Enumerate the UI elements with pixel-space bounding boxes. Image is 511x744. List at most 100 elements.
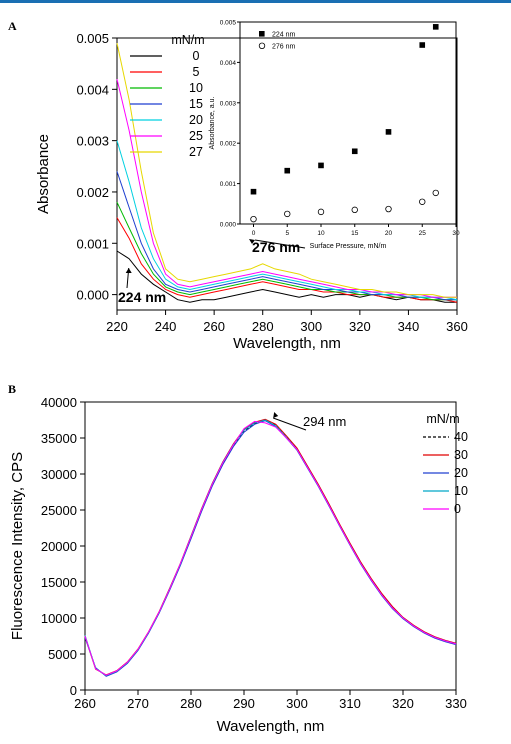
legend-label-b-30: 30 bbox=[454, 448, 468, 462]
y-tick-label-b: 5000 bbox=[48, 647, 77, 662]
x-tick-label-b: 320 bbox=[392, 696, 414, 711]
inset-y-tick-label: 0.005 bbox=[220, 20, 237, 27]
inset-point-276nm bbox=[284, 210, 291, 218]
inset-point-276nm bbox=[250, 215, 257, 223]
series-line-27 bbox=[116, 42, 457, 298]
inset-x-tick-label: 30 bbox=[452, 230, 460, 237]
x-tick-label-a: 280 bbox=[252, 319, 274, 334]
inset-legend-marker-276nm bbox=[258, 42, 266, 49]
inset-point-224nm bbox=[250, 188, 257, 195]
legend-label-20: 20 bbox=[189, 113, 203, 127]
x-tick-label-b: 280 bbox=[180, 696, 202, 711]
annotation-arrowhead-294 bbox=[273, 412, 279, 418]
inset-y-tick-label: 0.000 bbox=[220, 222, 237, 229]
series-line-b-10 bbox=[84, 419, 457, 677]
inset-x-tick-label: 20 bbox=[385, 230, 393, 237]
x-tick-label-b: 310 bbox=[339, 696, 361, 711]
inset-frame bbox=[239, 21, 457, 225]
x-tick-label-a: 220 bbox=[106, 319, 128, 334]
x-tick-label-b: 270 bbox=[127, 696, 149, 711]
inset-point-276nm bbox=[432, 189, 439, 197]
y-tick-label-a: 0.005 bbox=[76, 31, 109, 46]
inset-x-tick-label: 10 bbox=[317, 230, 325, 237]
series-line-0 bbox=[116, 250, 457, 303]
series-line-25 bbox=[116, 78, 457, 298]
x-tick-label-b: 330 bbox=[445, 696, 467, 711]
x-tick-label-a: 320 bbox=[349, 319, 371, 334]
legend-label-15: 15 bbox=[189, 97, 203, 111]
annotation-arrowhead-276 bbox=[249, 239, 255, 244]
legend-title-b: mN/m bbox=[426, 412, 459, 426]
inset-y-tick-label: 0.003 bbox=[220, 100, 237, 107]
series-line-b-40 bbox=[84, 419, 457, 677]
legend-label-b-20: 20 bbox=[454, 466, 468, 480]
annotation-arrow-294 bbox=[273, 417, 307, 431]
x-tick-label-a: 340 bbox=[398, 319, 420, 334]
y-axis-label-b: Fluorescence Intensity, CPS bbox=[9, 452, 26, 640]
legend-label-5: 5 bbox=[193, 65, 200, 79]
inset-x-tick-label: 15 bbox=[351, 230, 359, 237]
panel-letter-b: B bbox=[8, 382, 16, 396]
y-tick-label-b: 20000 bbox=[41, 539, 77, 554]
y-axis-label-a: Absorbance bbox=[35, 134, 52, 214]
legend-label-10: 10 bbox=[189, 81, 203, 95]
y-tick-label-a: 0.000 bbox=[76, 288, 109, 303]
x-tick-label-b: 260 bbox=[74, 696, 96, 711]
inset-legend-marker-224nm bbox=[259, 31, 265, 37]
inset-x-tick-label: 5 bbox=[285, 230, 289, 237]
y-tick-label-a: 0.004 bbox=[76, 82, 109, 97]
legend-label-b-0: 0 bbox=[454, 502, 461, 516]
inset-point-224nm bbox=[318, 162, 324, 169]
header-rule bbox=[0, 0, 511, 3]
inset-point-224nm bbox=[419, 42, 426, 48]
inset-point-224nm bbox=[385, 129, 392, 135]
x-tick-label-a: 260 bbox=[203, 319, 225, 334]
inset-y-tick-label: 0.002 bbox=[220, 141, 237, 148]
x-tick-label-b: 290 bbox=[233, 696, 255, 711]
x-tick-label-a: 240 bbox=[155, 319, 177, 334]
y-tick-label-a: 0.002 bbox=[76, 185, 109, 200]
series-line-10 bbox=[116, 201, 457, 301]
y-tick-label-b: 0 bbox=[70, 683, 77, 698]
series-line-b-0 bbox=[84, 420, 457, 676]
inset-y-tick-label: 0.001 bbox=[220, 181, 237, 188]
x-axis-label-b: Wavelength, nm bbox=[217, 718, 325, 735]
inset-y-axis-label: Absorbance, a.u. bbox=[209, 96, 216, 149]
x-tick-label-a: 360 bbox=[446, 319, 468, 334]
x-axis-label-a: Wavelength, nm bbox=[233, 335, 341, 352]
inset-point-276nm bbox=[351, 206, 358, 214]
inset-x-tick-label: 0 bbox=[252, 230, 256, 237]
legend-label-b-40: 40 bbox=[454, 430, 468, 444]
inset-x-tick-label: 25 bbox=[419, 230, 427, 237]
series-line-15 bbox=[116, 171, 457, 301]
series-line-b-30 bbox=[84, 418, 457, 676]
annotation-276nm: 276 nm bbox=[252, 239, 300, 255]
plot-frame-a bbox=[116, 37, 458, 311]
y-tick-label-b: 25000 bbox=[41, 503, 77, 518]
y-tick-label-b: 10000 bbox=[41, 611, 77, 626]
inset-y-tick-label: 0.004 bbox=[220, 60, 237, 67]
legend-label-0: 0 bbox=[193, 49, 200, 63]
annotation-arrow-276 bbox=[254, 239, 306, 249]
annotation-224nm: 224 nm bbox=[118, 289, 166, 305]
x-tick-label-b: 300 bbox=[286, 696, 308, 711]
annotation-294nm: 294 nm bbox=[303, 414, 346, 429]
panel-letter-a: A bbox=[8, 19, 17, 33]
x-tick-label-a: 300 bbox=[300, 319, 322, 334]
inset-legend-label: 224 nm bbox=[272, 32, 296, 39]
legend-label-27: 27 bbox=[189, 145, 203, 159]
legend-label-b-10: 10 bbox=[454, 484, 468, 498]
series-line-b-20 bbox=[84, 420, 457, 677]
legend-title-a: mN/m bbox=[171, 33, 204, 47]
y-tick-label-a: 0.003 bbox=[76, 134, 109, 149]
legend-label-25: 25 bbox=[189, 129, 203, 143]
inset-point-224nm bbox=[351, 148, 358, 155]
inset-point-224nm bbox=[432, 24, 439, 30]
inset-point-276nm bbox=[317, 208, 325, 216]
inset-point-276nm bbox=[385, 205, 392, 213]
inset-point-276nm bbox=[419, 198, 426, 205]
y-tick-label-b: 15000 bbox=[41, 575, 77, 590]
y-tick-label-b: 30000 bbox=[41, 467, 77, 482]
annotation-arrowhead-224 bbox=[125, 268, 132, 273]
